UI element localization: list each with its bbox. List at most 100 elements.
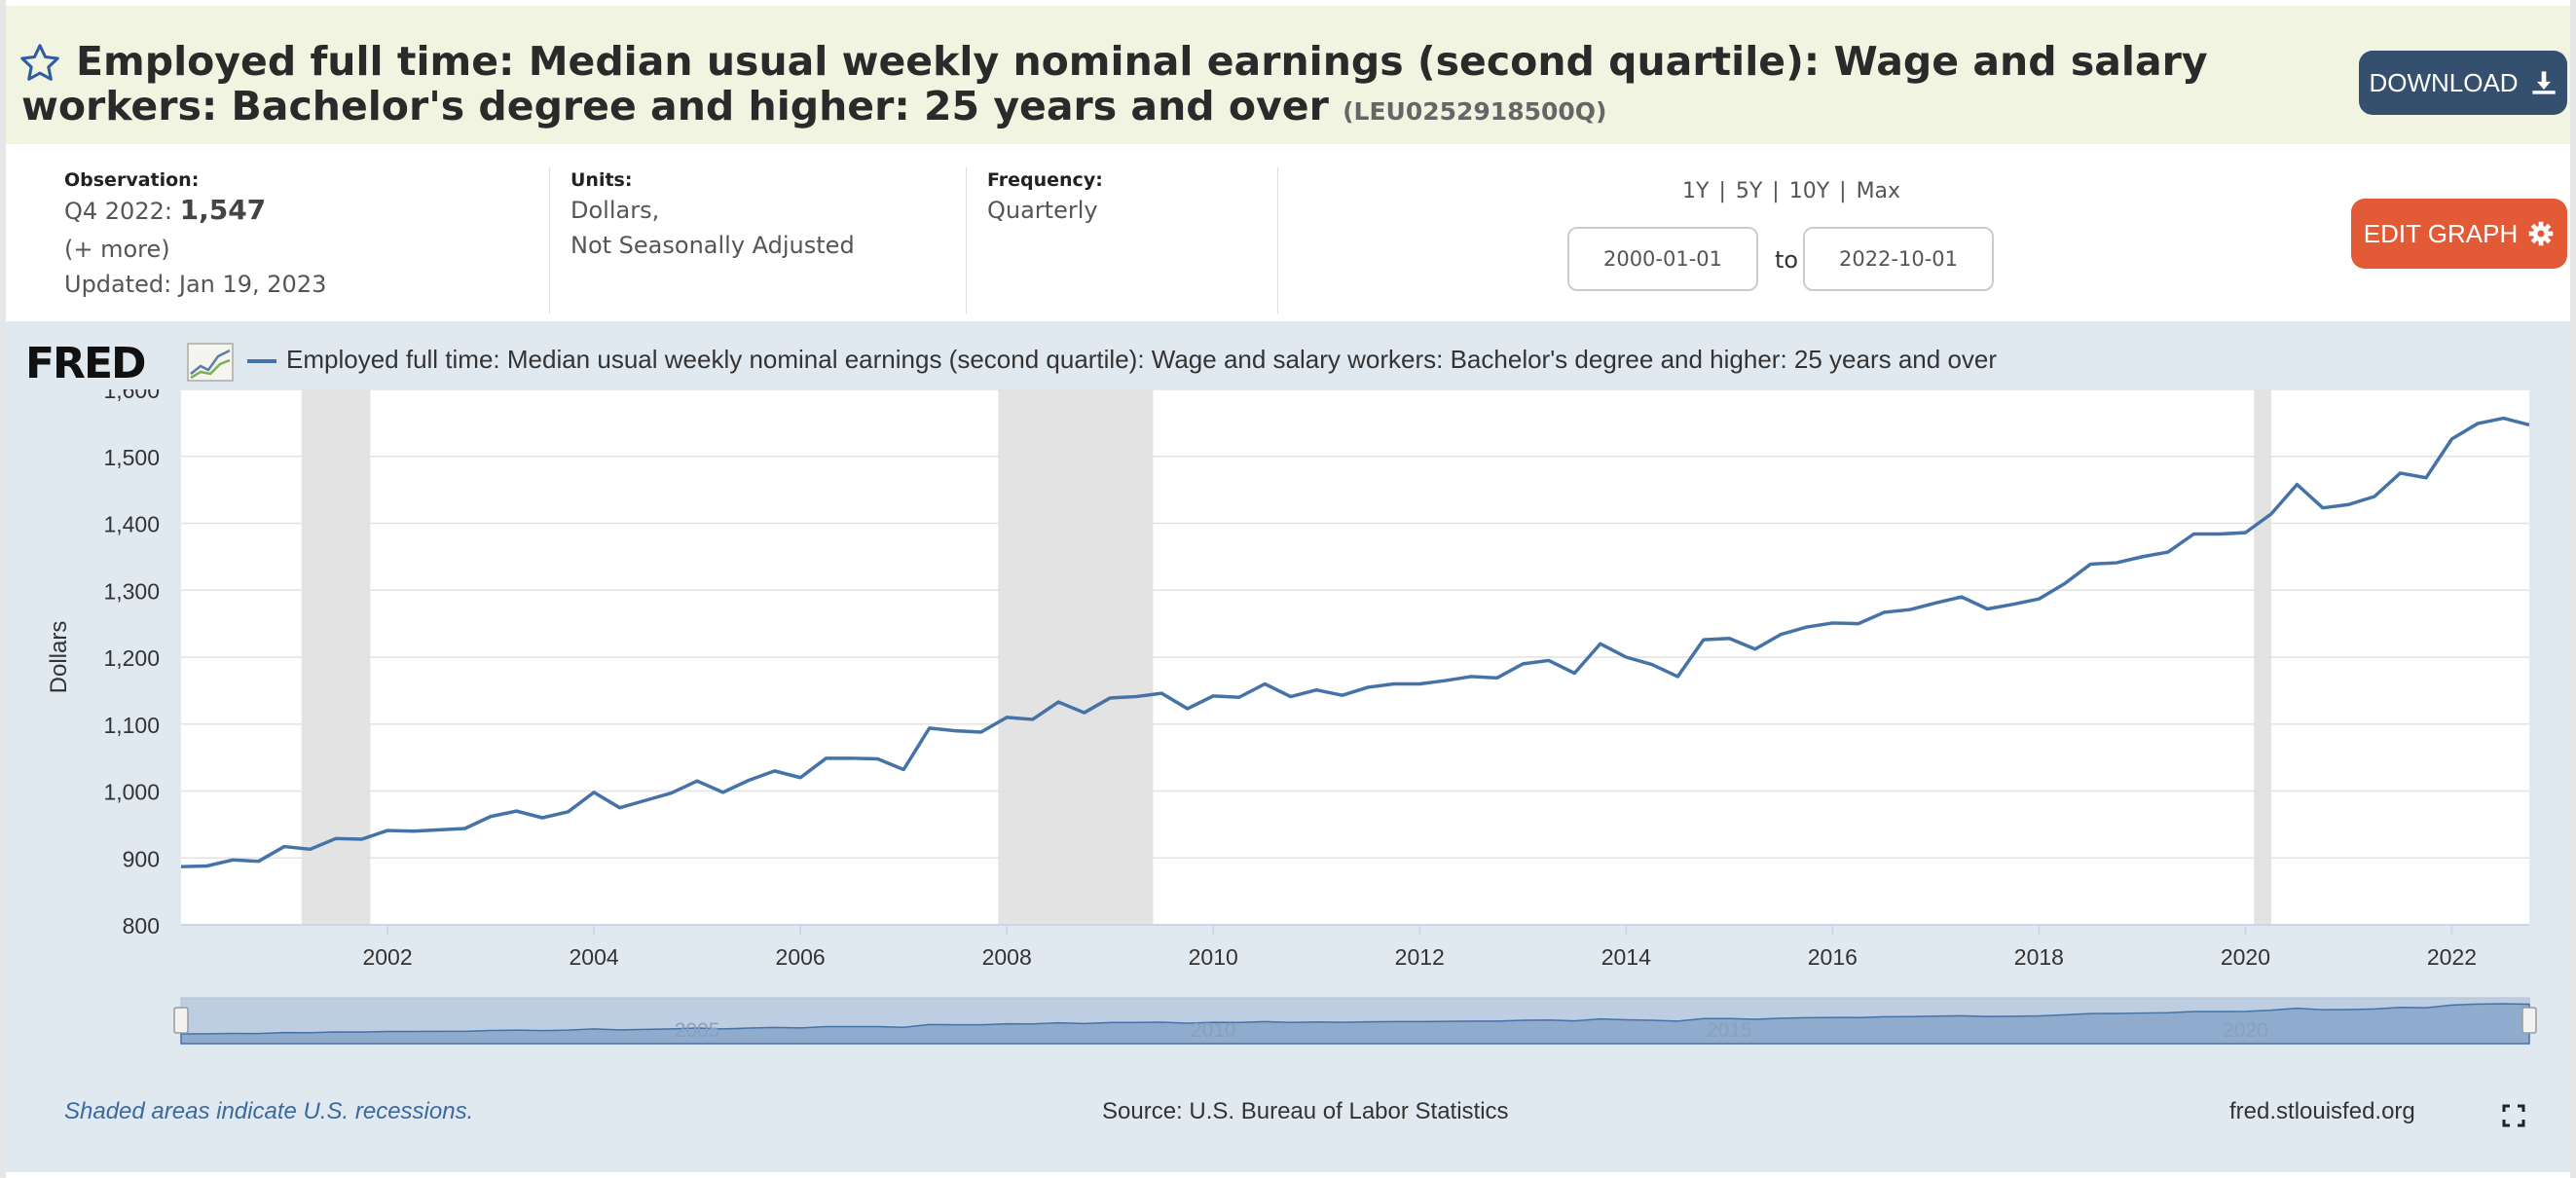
end-date-input[interactable]: 2022-10-01 (1803, 227, 1994, 291)
data-point[interactable] (355, 832, 369, 846)
data-point[interactable] (432, 823, 446, 836)
data-point[interactable] (1026, 713, 1040, 726)
data-point[interactable] (1955, 590, 1969, 604)
navigator-handle[interactable] (173, 1007, 189, 1034)
data-point[interactable] (975, 725, 988, 739)
data-point[interactable] (1542, 653, 1556, 667)
data-point[interactable] (329, 831, 343, 845)
data-point[interactable] (768, 764, 782, 778)
range-max-link[interactable]: Max (1856, 179, 1901, 203)
data-point[interactable] (1697, 633, 1711, 646)
data-point[interactable] (2445, 432, 2458, 446)
data-point[interactable] (639, 793, 652, 807)
data-point[interactable] (897, 763, 910, 777)
data-point[interactable] (1619, 650, 1633, 664)
data-point[interactable] (923, 721, 937, 735)
data-point[interactable] (1645, 658, 1659, 672)
data-point[interactable] (1155, 686, 1168, 700)
data-point[interactable] (2238, 526, 2252, 539)
data-point[interactable] (2496, 412, 2510, 425)
series-line[interactable] (180, 416, 2530, 868)
data-point[interactable] (2316, 501, 2330, 515)
data-point[interactable] (1309, 683, 1323, 697)
data-point[interactable] (226, 853, 239, 866)
data-point[interactable] (1103, 691, 1117, 705)
data-point[interactable] (2290, 478, 2303, 492)
more-observations-link[interactable]: (+ more) (64, 236, 170, 263)
data-point[interactable] (742, 774, 755, 788)
data-point[interactable] (1439, 674, 1453, 687)
data-point[interactable] (2083, 557, 2097, 571)
data-point[interactable] (2058, 576, 2072, 590)
data-point[interactable] (252, 855, 266, 868)
data-point[interactable] (690, 774, 704, 788)
data-point[interactable] (1516, 657, 1529, 671)
line-chart[interactable]: 800 900 1,000 1,100 1,200 1,300 1,400 1,500 1,60… (6, 389, 2570, 1090)
data-point[interactable] (407, 825, 421, 838)
data-point[interactable] (484, 810, 497, 824)
data-point[interactable] (2393, 466, 2407, 480)
data-point[interactable] (2522, 418, 2536, 431)
data-point[interactable] (1825, 616, 1839, 630)
data-point[interactable] (2187, 528, 2200, 541)
data-point[interactable] (459, 822, 472, 835)
data-point[interactable] (1852, 617, 1865, 631)
data-point[interactable] (845, 752, 859, 765)
edit-graph-button[interactable]: EDIT GRAPH (2351, 199, 2567, 269)
data-point[interactable] (2135, 550, 2149, 564)
data-point[interactable] (1929, 596, 1942, 609)
data-point[interactable] (2213, 528, 2226, 541)
data-point[interactable] (2264, 507, 2278, 521)
data-point[interactable] (1284, 690, 1298, 704)
data-point[interactable] (1129, 690, 1143, 704)
range-10y-link[interactable]: 10Y (1788, 179, 1830, 203)
data-point[interactable] (1490, 671, 1504, 684)
data-point[interactable] (2341, 497, 2355, 511)
data-point[interactable] (2419, 471, 2433, 485)
data-point[interactable] (2161, 545, 2175, 559)
data-point[interactable] (1413, 678, 1426, 691)
data-point[interactable] (1877, 606, 1891, 619)
data-point[interactable] (174, 860, 188, 873)
data-point[interactable] (820, 752, 833, 765)
data-point[interactable] (665, 787, 679, 800)
data-point[interactable] (948, 724, 962, 738)
data-point[interactable] (717, 786, 730, 799)
data-point[interactable] (1748, 643, 1762, 656)
download-button[interactable]: DOWNLOAD (2359, 51, 2567, 115)
data-point[interactable] (1567, 667, 1581, 681)
data-point[interactable] (201, 860, 214, 873)
data-point[interactable] (1387, 678, 1401, 691)
data-point[interactable] (1903, 603, 1917, 616)
data-point[interactable] (1464, 670, 1478, 683)
start-date-input[interactable]: 2000-01-01 (1567, 227, 1758, 291)
data-point[interactable] (1258, 678, 1271, 691)
data-point[interactable] (1206, 689, 1220, 703)
data-point[interactable] (1336, 688, 1349, 702)
data-point[interactable] (871, 753, 885, 766)
data-point[interactable] (1361, 681, 1375, 694)
favorite-star-icon[interactable] (18, 41, 62, 86)
data-point[interactable] (1051, 695, 1065, 709)
data-point[interactable] (1233, 690, 1246, 704)
data-point[interactable] (1078, 706, 1091, 719)
data-point[interactable] (510, 804, 524, 818)
data-point[interactable] (1722, 632, 1736, 645)
data-point[interactable] (562, 805, 575, 819)
data-point[interactable] (1181, 702, 1195, 716)
data-point[interactable] (1800, 620, 1814, 634)
data-point[interactable] (2368, 490, 2381, 503)
data-point[interactable] (1774, 628, 1787, 642)
fullscreen-icon[interactable] (2502, 1104, 2525, 1127)
data-point[interactable] (1980, 603, 1994, 616)
data-point[interactable] (2471, 417, 2484, 430)
data-point[interactable] (613, 801, 627, 815)
range-5y-link[interactable]: 5Y (1735, 179, 1763, 203)
data-point[interactable] (1000, 711, 1013, 724)
site-link[interactable]: fred.stlouisfed.org (2229, 1098, 2415, 1124)
data-point[interactable] (2032, 592, 2045, 606)
data-point[interactable] (793, 771, 807, 785)
data-point[interactable] (277, 840, 291, 854)
data-point[interactable] (587, 786, 601, 799)
data-point[interactable] (1671, 670, 1684, 683)
